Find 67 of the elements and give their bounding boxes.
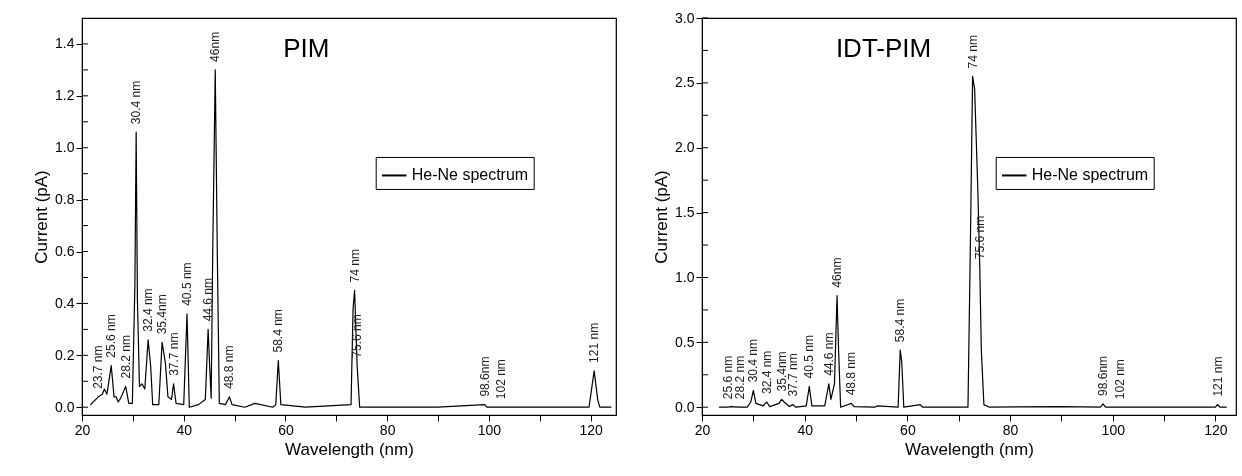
annotation: 28.2 nm — [118, 335, 133, 379]
annotation: 35.4nm — [155, 294, 170, 335]
annotation: 46nm — [208, 31, 223, 62]
annotation: 25.6 nm — [104, 314, 119, 358]
annotation: 98.6nm — [477, 356, 492, 397]
annotation: 58.4 nm — [893, 298, 908, 343]
annotation: 40.5 nm — [180, 262, 195, 306]
x-tick-label: 120 — [579, 421, 603, 438]
y-tick-label: 1.2 — [55, 87, 75, 104]
x-tick-label: 80 — [379, 421, 396, 438]
y-tick-label: 2.5 — [675, 74, 695, 91]
y-tick-label: 0.2 — [55, 346, 75, 363]
x-tick-label: 20 — [694, 421, 711, 438]
x-axis-title: Wavelength (nm) — [905, 439, 1034, 459]
line-series — [90, 69, 612, 408]
legend-label: He-Ne spectrum — [1031, 166, 1149, 184]
annotation: 58.4 nm — [271, 309, 286, 353]
y-tick-label: 0.6 — [55, 243, 75, 260]
y-tick-label: 1.5 — [675, 204, 695, 221]
y-tick-label: 0.0 — [55, 398, 75, 415]
annotation: 37.7 nm — [166, 332, 181, 376]
y-tick-label: 1.0 — [675, 268, 695, 285]
annotation: 75.6 nm — [972, 215, 987, 260]
x-tick-label: 20 — [74, 421, 91, 438]
annotation: 46nm — [830, 257, 845, 288]
x-tick-label: 40 — [797, 421, 814, 438]
annotation: 74 nm — [347, 249, 362, 283]
x-tick-label: 120 — [1204, 421, 1228, 438]
y-tick-label: 0.8 — [55, 191, 75, 208]
y-tick-label: 0.0 — [675, 398, 695, 415]
x-tick-label: 100 — [477, 421, 502, 438]
annotation: 32.4 nm — [141, 288, 156, 332]
line-series — [718, 75, 1227, 408]
annotation: 30.4 nm — [746, 338, 761, 383]
y-tick-label: 3.0 — [675, 9, 695, 26]
annotation: 28.2 nm — [733, 355, 747, 400]
annotation: 102 nm — [1113, 359, 1128, 400]
annotation: 74 nm — [965, 35, 980, 69]
annotation: 32.4 nm — [759, 350, 774, 395]
y-tick-label: 0.5 — [675, 333, 695, 350]
annotation: 44.6 nm — [201, 278, 216, 322]
annotation: 44.6 nm — [821, 332, 836, 376]
x-tick-label: 40 — [176, 421, 193, 438]
annotation: 102 nm — [494, 359, 509, 400]
y-tick-label: 1.0 — [55, 139, 75, 156]
x-tick-label: 60 — [278, 421, 294, 438]
annotation: 25.6 nm — [720, 355, 735, 400]
y-tick-label: 0.4 — [55, 294, 75, 311]
annotation: 121 nm — [1210, 356, 1225, 397]
annotation: 121 nm — [587, 322, 602, 363]
text: IDT-PIM — [835, 33, 932, 63]
x-tick-label: 60 — [900, 421, 916, 438]
y-tick-label: 1.4 — [55, 35, 75, 52]
text: PIM — [283, 33, 330, 63]
annotation: 48.8 nm — [222, 345, 237, 389]
y-axis-title: Current (pA) — [652, 170, 672, 264]
annotation: 40.5 nm — [802, 335, 817, 379]
y-axis-title: Current (pA) — [32, 170, 52, 264]
annotation: 23.7 nm — [91, 345, 106, 389]
x-tick-label: 100 — [1101, 421, 1126, 438]
annotation: 48.8 nm — [844, 351, 859, 396]
x-tick-label: 80 — [1002, 421, 1019, 438]
annotation: 30.4 nm — [129, 80, 144, 125]
y-tick-label: 2.0 — [675, 139, 695, 156]
annotation: 98.6nm — [1096, 355, 1111, 396]
x-axis-title: Wavelength (nm) — [285, 439, 414, 459]
legend-label: He-Ne spectrum — [411, 166, 529, 184]
